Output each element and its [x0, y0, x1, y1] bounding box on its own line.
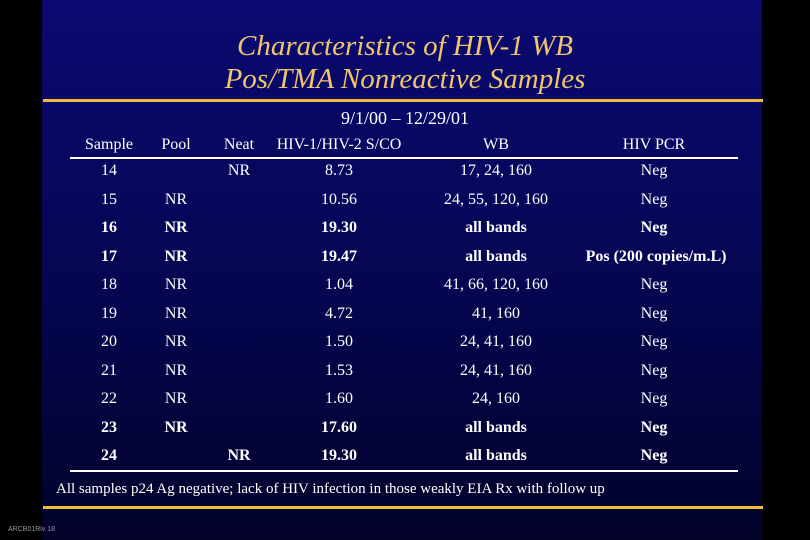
- cell-sco: 17.60: [321, 419, 357, 436]
- cell-pcr: Neg: [640, 219, 668, 236]
- cell-pcr: Neg: [640, 305, 668, 322]
- cell-pcr: Neg: [640, 276, 668, 293]
- cell-pcr: Neg: [640, 390, 668, 407]
- cell-pool: NR: [164, 419, 188, 436]
- cell-pcr: Neg: [640, 447, 668, 464]
- cell-pcr: Pos (200 copies/m.L): [585, 248, 727, 265]
- slide-code: ARCB01Riv 18: [8, 526, 56, 533]
- cell-pool: NR: [164, 362, 188, 379]
- header-sco: HIV-1/HIV-2 S/CO: [276, 136, 402, 153]
- cell-pool: NR: [164, 276, 188, 293]
- header-sample: Sample: [85, 136, 133, 153]
- footnote: All samples p24 Ag negative; lack of HIV…: [56, 481, 605, 497]
- cell-sco: 19.47: [321, 248, 357, 265]
- cell-wb: 24, 55, 120, 160: [444, 191, 548, 208]
- cell-sample: 19: [101, 305, 117, 322]
- cell-wb: 24, 160: [472, 390, 520, 407]
- cell-sco: 19.30: [321, 219, 357, 236]
- title-divider: [43, 99, 763, 102]
- cell-sco: 1.60: [325, 390, 353, 407]
- cell-sample: 15: [101, 191, 117, 208]
- cell-wb: all bands: [465, 248, 527, 265]
- cell-sco: 8.73: [325, 162, 353, 179]
- cell-sample: 16: [101, 219, 117, 236]
- cell-wb: all bands: [465, 219, 527, 236]
- cell-pcr: Neg: [640, 419, 668, 436]
- cell-sco: 4.72: [325, 305, 353, 322]
- header-rule: [70, 157, 738, 159]
- cell-pool: NR: [164, 248, 188, 265]
- header-neat: Neat: [223, 136, 255, 153]
- date-range: 9/1/00 – 12/29/01: [340, 108, 469, 128]
- cell-sco: 10.56: [321, 191, 357, 208]
- cell-wb: all bands: [465, 447, 527, 464]
- cell-wb: 24, 41, 160: [460, 333, 532, 350]
- header-pool: Pool: [161, 136, 191, 153]
- cell-pool: NR: [164, 390, 188, 407]
- cell-pool: NR: [164, 219, 188, 236]
- footer-divider: [43, 506, 763, 509]
- cell-sco: 1.50: [325, 333, 353, 350]
- header-wb: WB: [483, 136, 509, 153]
- cell-wb: all bands: [465, 419, 527, 436]
- cell-wb: 17, 24, 160: [460, 162, 532, 179]
- cell-neat: NR: [227, 447, 251, 464]
- cell-sample: 21: [101, 362, 117, 379]
- cell-pcr: Neg: [640, 162, 668, 179]
- cell-wb: 41, 160: [472, 305, 520, 322]
- table-bottom-rule: [70, 470, 738, 472]
- slide-title-line-1: Characteristics of HIV-1 WB: [237, 30, 573, 62]
- header-pcr: HIV PCR: [622, 136, 686, 153]
- cell-sample: 17: [101, 248, 117, 265]
- slide-panel: [42, 0, 762, 540]
- cell-sample: 22: [101, 390, 117, 407]
- cell-sample: 24: [101, 447, 117, 464]
- cell-pool: NR: [164, 333, 188, 350]
- cell-pool: NR: [164, 305, 188, 322]
- cell-sample: 14: [101, 162, 117, 179]
- cell-sample: 20: [101, 333, 117, 350]
- cell-pcr: Neg: [640, 362, 668, 379]
- cell-sample: 23: [101, 419, 117, 436]
- cell-wb: 41, 66, 120, 160: [444, 276, 548, 293]
- cell-sample: 18: [101, 276, 117, 293]
- cell-neat: NR: [227, 162, 251, 179]
- cell-sco: 1.04: [325, 276, 353, 293]
- slide-title-line-2: Pos/TMA Nonreactive Samples: [224, 63, 586, 95]
- cell-pool: NR: [164, 191, 188, 208]
- cell-pcr: Neg: [640, 191, 668, 208]
- cell-wb: 24, 41, 160: [460, 362, 532, 379]
- cell-sco: 19.30: [321, 447, 357, 464]
- cell-sco: 1.53: [325, 362, 353, 379]
- cell-pcr: Neg: [640, 333, 668, 350]
